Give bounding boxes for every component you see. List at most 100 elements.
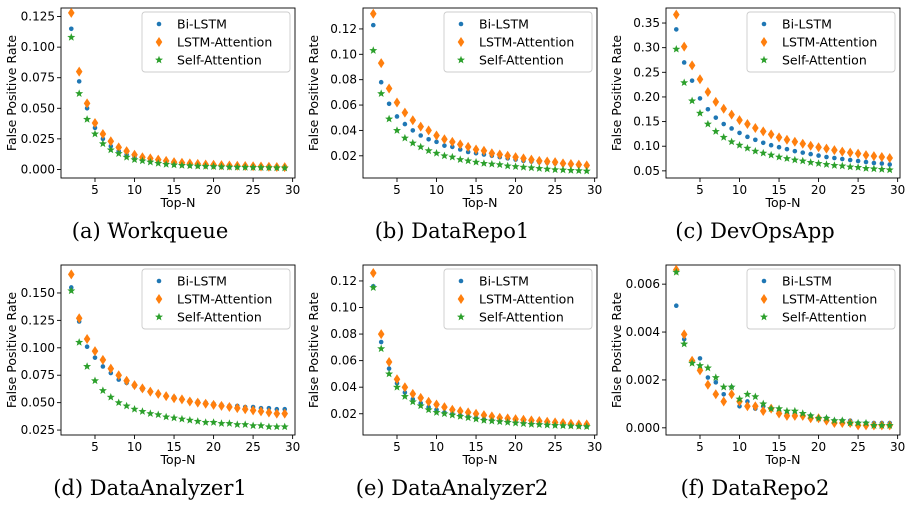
data-point bbox=[385, 369, 394, 378]
data-point bbox=[713, 380, 719, 385]
data-point bbox=[441, 402, 448, 413]
data-point bbox=[114, 149, 123, 157]
data-point bbox=[752, 401, 759, 412]
data-point bbox=[582, 166, 591, 175]
data-point bbox=[75, 66, 83, 77]
scatter-chart: 5 10 15 20 25 30 0.025 0.050 0.075 0.100 0.125 0.15… bbox=[4, 264, 300, 467]
data-point bbox=[225, 162, 234, 171]
data-point bbox=[705, 375, 711, 380]
data-point bbox=[495, 160, 504, 169]
data-point bbox=[574, 166, 583, 175]
legend-label: Bi-LSTM bbox=[782, 17, 832, 32]
data-point bbox=[416, 401, 425, 410]
data-point bbox=[792, 148, 798, 154]
data-point bbox=[720, 396, 728, 407]
legend: Bi-LSTM LSTM-Attention Self-Attention bbox=[746, 11, 896, 73]
data-point bbox=[696, 109, 704, 117]
data-point bbox=[472, 144, 480, 155]
data-point bbox=[464, 141, 472, 152]
data-point bbox=[170, 393, 178, 404]
data-point bbox=[551, 165, 560, 174]
data-point bbox=[426, 137, 431, 142]
data-point bbox=[472, 414, 481, 423]
data-point bbox=[854, 163, 863, 171]
x-tick-label: 20 bbox=[508, 440, 523, 454]
data-point bbox=[408, 397, 417, 406]
data-point bbox=[233, 163, 242, 171]
y-tick-label: 0.002 bbox=[626, 373, 660, 387]
data-point bbox=[386, 366, 392, 371]
data-point bbox=[535, 164, 544, 172]
x-tick-label: 30 bbox=[587, 440, 602, 454]
data-point bbox=[106, 145, 115, 154]
legend-marker bbox=[155, 312, 163, 321]
data-point bbox=[495, 417, 504, 426]
data-point bbox=[879, 161, 885, 166]
x-tick-label: 15 bbox=[468, 183, 483, 197]
data-point bbox=[67, 33, 76, 41]
data-point bbox=[823, 143, 830, 154]
legend-label: LSTM-Attention bbox=[782, 35, 877, 50]
data-point bbox=[385, 83, 393, 94]
data-point bbox=[106, 392, 115, 401]
data-point bbox=[871, 160, 877, 166]
legend-marker bbox=[457, 294, 465, 304]
data-point bbox=[440, 409, 449, 418]
x-tick-label: 5 bbox=[393, 183, 401, 197]
data-point bbox=[673, 303, 679, 309]
data-point bbox=[186, 396, 194, 407]
data-point bbox=[456, 155, 465, 163]
data-point bbox=[92, 355, 98, 360]
data-point bbox=[369, 267, 377, 278]
legend-marker bbox=[155, 37, 163, 47]
data-point bbox=[688, 60, 696, 71]
x-tick-label: 5 bbox=[91, 440, 99, 454]
data-point bbox=[760, 140, 766, 146]
data-point bbox=[472, 408, 480, 419]
data-point bbox=[759, 126, 767, 137]
legend-label: Bi-LSTM bbox=[177, 17, 227, 32]
subfigure-caption: (f) DataRepo2 bbox=[680, 476, 830, 500]
data-point bbox=[209, 162, 218, 171]
y-tick-label: 0.10 bbox=[330, 301, 357, 315]
data-point bbox=[559, 421, 567, 430]
data-point bbox=[712, 96, 720, 107]
data-point bbox=[449, 404, 456, 415]
x-tick-label: 30 bbox=[890, 183, 905, 197]
x-axis-label: Top-N bbox=[765, 195, 801, 210]
data-point bbox=[680, 329, 688, 340]
data-point bbox=[751, 392, 760, 401]
y-tick-label: 0.075 bbox=[21, 71, 55, 85]
data-point bbox=[249, 405, 257, 416]
x-axis-label: Top-N bbox=[462, 195, 498, 210]
data-point bbox=[528, 154, 535, 165]
data-point bbox=[91, 117, 99, 128]
data-point bbox=[767, 150, 776, 159]
subplot-3: 5 10 15 20 25 30 0.05 0.10 0.15 0.20 0.25 0.30 0.35 T… bbox=[605, 0, 905, 257]
data-point bbox=[784, 146, 790, 152]
data-point bbox=[370, 22, 376, 28]
scatter-chart: 5 10 15 20 25 30 0.000 0.002 0.004 0.006 Top-N Fals… bbox=[609, 264, 905, 467]
data-point bbox=[791, 136, 799, 147]
legend-box bbox=[443, 268, 593, 330]
legend-label: LSTM-Attention bbox=[782, 292, 877, 307]
data-point bbox=[878, 152, 886, 163]
data-point bbox=[257, 421, 265, 430]
data-point bbox=[855, 158, 861, 164]
data-point bbox=[393, 374, 401, 385]
data-point bbox=[369, 8, 377, 19]
legend-marker bbox=[458, 21, 464, 27]
y-tick-label: 0.04 bbox=[330, 123, 357, 137]
data-point bbox=[201, 418, 210, 426]
data-point bbox=[115, 370, 123, 381]
data-point bbox=[147, 386, 154, 397]
x-tick-label: 20 bbox=[206, 440, 221, 454]
data-point bbox=[705, 106, 711, 112]
data-point bbox=[472, 157, 481, 166]
data-point bbox=[76, 79, 82, 84]
data-point bbox=[838, 146, 846, 157]
data-point bbox=[257, 163, 265, 171]
data-point bbox=[790, 155, 799, 164]
data-point bbox=[870, 151, 878, 162]
data-point bbox=[736, 115, 743, 126]
